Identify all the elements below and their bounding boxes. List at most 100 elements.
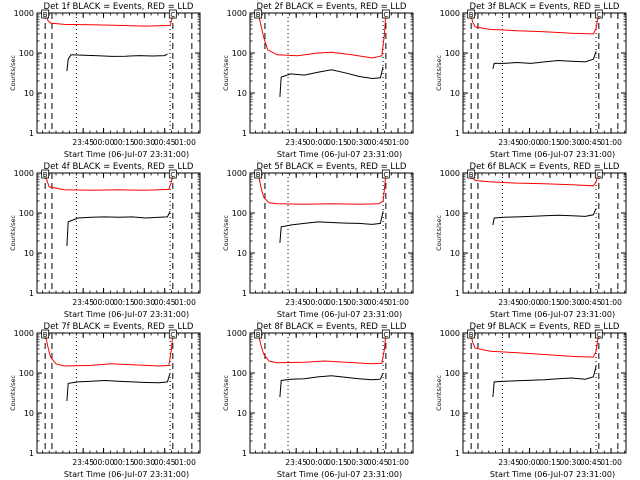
marker-label-c: C	[383, 331, 388, 339]
marker-label-c: C	[383, 11, 388, 19]
y-tick-label: 1	[242, 289, 247, 298]
chart-panel-8: Det 8f BLACK = Events, RED = LLD Counts/s…	[222, 322, 414, 479]
x-tick-label: 00:45	[580, 138, 602, 147]
marker-box	[168, 169, 177, 179]
x-tick-label: 00:15	[113, 298, 135, 307]
marker-box	[467, 329, 476, 339]
marker-label-b: B	[256, 171, 261, 179]
y-tick-label: 1000	[14, 169, 34, 178]
x-tick-label: 23:45	[498, 138, 520, 147]
series-line-events	[279, 211, 384, 243]
marker-label-b: B	[43, 331, 48, 339]
marker-box	[254, 9, 263, 19]
series-line-lld	[470, 332, 600, 358]
chart-panel-5: Det 5f BLACK = Events, RED = LLD Counts/s…	[222, 162, 414, 319]
series-line-lld	[257, 172, 387, 205]
series-line-lld	[44, 332, 174, 367]
y-tick-label: 10	[24, 409, 34, 418]
x-tick-label: 00:15	[539, 458, 561, 467]
x-tick-label: 00:15	[326, 458, 348, 467]
y-tick-label: 1000	[14, 329, 34, 338]
series-line-events	[492, 365, 597, 398]
x-tick-label: 01:00	[600, 138, 622, 147]
chart-panel-3: Det 3f BLACK = Events, RED = LLD Counts/s…	[435, 2, 627, 159]
x-tick-label: 01:00	[387, 458, 409, 467]
x-tick-label: 23:45	[72, 298, 94, 307]
y-tick-label: 10	[450, 249, 460, 258]
x-tick-label: 00:15	[326, 138, 348, 147]
x-axis-label: Start Time (06-Jul-07 23:31:00)	[277, 310, 402, 319]
chart-panel-1: Det 1f BLACK = Events, RED = LLD Counts/s…	[9, 2, 201, 159]
y-axis-label: Counts/sec	[9, 55, 17, 91]
x-tick-label: 23:45	[285, 298, 307, 307]
y-tick-label: 1	[29, 129, 34, 138]
x-tick-label: 23:45	[498, 458, 520, 467]
marker-box	[41, 169, 50, 179]
y-tick-label: 100	[19, 209, 34, 218]
y-tick-label: 100	[232, 49, 247, 58]
y-axis-label: Counts/sec	[222, 215, 230, 251]
y-tick-label: 1	[29, 449, 34, 458]
x-tick-label: 00:15	[326, 298, 348, 307]
y-tick-label: 10	[237, 249, 247, 258]
y-tick-label: 10	[450, 89, 460, 98]
x-axis-label: Start Time (06-Jul-07 23:31:00)	[277, 470, 402, 479]
plot-frame	[462, 12, 627, 134]
series-line-lld	[470, 172, 600, 187]
chart-title: Det 5f BLACK = Events, RED = LLD	[257, 162, 407, 172]
y-tick-label: 1000	[227, 9, 247, 18]
x-tick-label: 00:00	[519, 138, 541, 147]
y-tick-label: 100	[19, 49, 34, 58]
marker-label-b: B	[469, 171, 474, 179]
plot-frame	[462, 332, 627, 454]
x-tick-label: 01:00	[174, 138, 196, 147]
chart-panel-7: Det 7f BLACK = Events, RED = LLD Counts/s…	[9, 322, 201, 479]
chart-title: Det 6f BLACK = Events, RED = LLD	[470, 162, 620, 172]
x-tick-label: 00:00	[519, 298, 541, 307]
series-line-lld	[257, 332, 387, 365]
x-tick-label: 00:30	[346, 458, 368, 467]
y-tick-label: 100	[19, 369, 34, 378]
y-tick-label: 1000	[440, 329, 460, 338]
x-tick-label: 00:45	[367, 138, 389, 147]
x-axis-label: Start Time (06-Jul-07 23:31:00)	[277, 150, 402, 159]
x-tick-label: 00:30	[133, 298, 155, 307]
marker-box	[594, 169, 603, 179]
x-tick-label: 01:00	[387, 138, 409, 147]
x-tick-label: 00:15	[539, 298, 561, 307]
chart-title: Det 8f BLACK = Events, RED = LLD	[257, 322, 407, 332]
x-axis-label: Start Time (06-Jul-07 23:31:00)	[490, 150, 615, 159]
x-tick-label: 01:00	[387, 298, 409, 307]
marker-label-c: C	[170, 331, 175, 339]
plot-frame	[249, 172, 414, 294]
x-tick-label: 01:00	[174, 458, 196, 467]
y-tick-label: 1	[242, 449, 247, 458]
chart-title: Det 7f BLACK = Events, RED = LLD	[44, 322, 194, 332]
marker-box	[381, 329, 390, 339]
marker-label-b: B	[256, 11, 261, 19]
marker-box	[594, 329, 603, 339]
x-tick-label: 23:45	[498, 298, 520, 307]
x-tick-label: 01:00	[174, 298, 196, 307]
x-axis-label: Start Time (06-Jul-07 23:31:00)	[490, 470, 615, 479]
series-line-lld	[44, 12, 174, 27]
x-tick-label: 23:45	[285, 138, 307, 147]
x-tick-label: 00:30	[559, 138, 581, 147]
x-tick-label: 00:00	[93, 458, 115, 467]
x-tick-label: 00:00	[306, 138, 328, 147]
y-tick-label: 1000	[227, 169, 247, 178]
y-tick-label: 100	[232, 209, 247, 218]
x-tick-label: 00:45	[154, 138, 176, 147]
y-tick-label: 10	[24, 89, 34, 98]
marker-box	[381, 9, 390, 19]
series-line-events	[492, 208, 597, 226]
x-tick-label: 00:30	[133, 138, 155, 147]
y-axis-label: Counts/sec	[435, 375, 443, 411]
chart-panel-4: Det 4f BLACK = Events, RED = LLD Counts/s…	[9, 162, 201, 319]
marker-box	[254, 329, 263, 339]
marker-box	[467, 169, 476, 179]
chart-title: Det 4f BLACK = Events, RED = LLD	[44, 162, 194, 172]
x-tick-label: 00:15	[539, 138, 561, 147]
series-line-events	[492, 51, 597, 70]
